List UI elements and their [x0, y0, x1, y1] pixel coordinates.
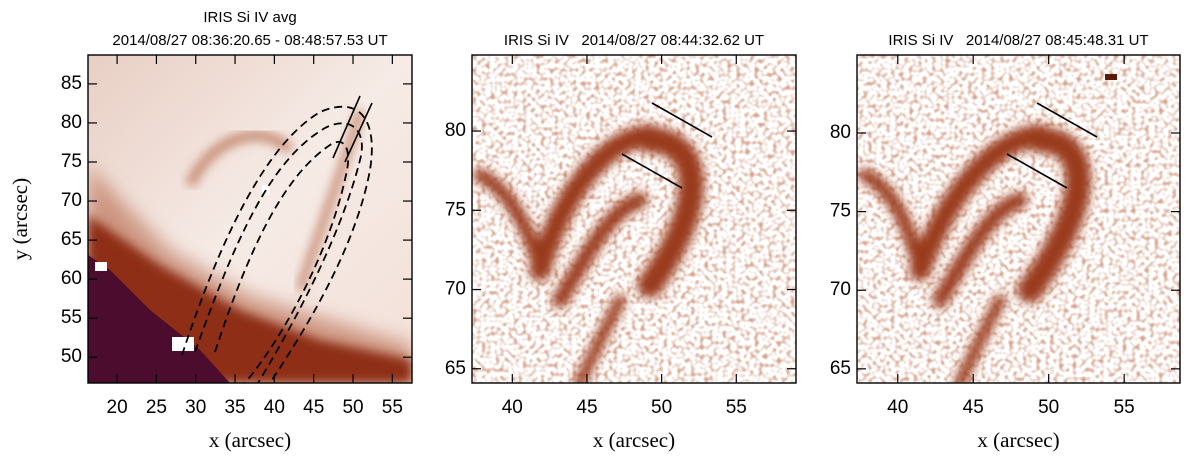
image-panel-3 [857, 55, 1180, 383]
x-tick-label: 40 [502, 397, 523, 418]
y-tick-label: 80 [61, 112, 82, 133]
x-tick-label: 45 [963, 397, 984, 418]
x-tick-label: 55 [726, 397, 747, 418]
y-tick-label: 75 [830, 201, 851, 222]
panel-title: IRIS Si IV avg [203, 9, 296, 26]
x-tick-label: 25 [146, 397, 167, 418]
plot-frame [471, 54, 797, 384]
y-tick-label: 85 [61, 73, 82, 94]
y-tick-label: 80 [830, 122, 851, 143]
plot-frame [856, 54, 1181, 384]
y-tick-label: 65 [61, 229, 82, 250]
x-tick-label: 45 [303, 397, 324, 418]
y-tick-label: 50 [61, 346, 82, 367]
x-tick-label: 30 [185, 397, 206, 418]
image-panel-1 [88, 55, 412, 383]
y-tick-label: 60 [61, 268, 82, 289]
y-tick-label: 75 [61, 151, 82, 172]
x-tick-label: 50 [342, 397, 363, 418]
y-tick-label: 70 [830, 279, 851, 300]
y-tick-label: 80 [445, 120, 466, 141]
y-tick-label: 70 [445, 279, 466, 300]
panel-subtitle: 2014/08/27 08:36:20.65 - 08:48:57.53 UT [112, 32, 387, 49]
y-tick-label: 65 [445, 358, 466, 379]
x-tick-label: 40 [264, 397, 285, 418]
y-tick-label: 70 [61, 190, 82, 211]
x-axis-label: x (arcsec) [209, 428, 291, 452]
y-axis-label: y (arcsec) [8, 178, 32, 260]
x-axis-label: x (arcsec) [593, 428, 675, 452]
y-tick-label: 65 [830, 358, 851, 379]
x-tick-label: 20 [107, 397, 128, 418]
y-tick-label: 75 [445, 199, 466, 220]
panel-title: IRIS Si IV 2014/08/27 08:45:48.31 UT [888, 32, 1148, 49]
x-tick-label: 45 [576, 397, 597, 418]
x-tick-label: 40 [887, 397, 908, 418]
x-tick-label: 35 [224, 397, 245, 418]
plot-frame [87, 54, 413, 384]
x-tick-label: 55 [1114, 397, 1135, 418]
panel-title: IRIS Si IV 2014/08/27 08:44:32.62 UT [504, 32, 764, 49]
image-panel-2 [472, 55, 796, 383]
x-axis-label: x (arcsec) [977, 428, 1059, 452]
x-tick-label: 50 [1038, 397, 1059, 418]
y-tick-label: 55 [61, 307, 82, 328]
x-tick-label: 50 [651, 397, 672, 418]
x-tick-label: 55 [382, 397, 403, 418]
